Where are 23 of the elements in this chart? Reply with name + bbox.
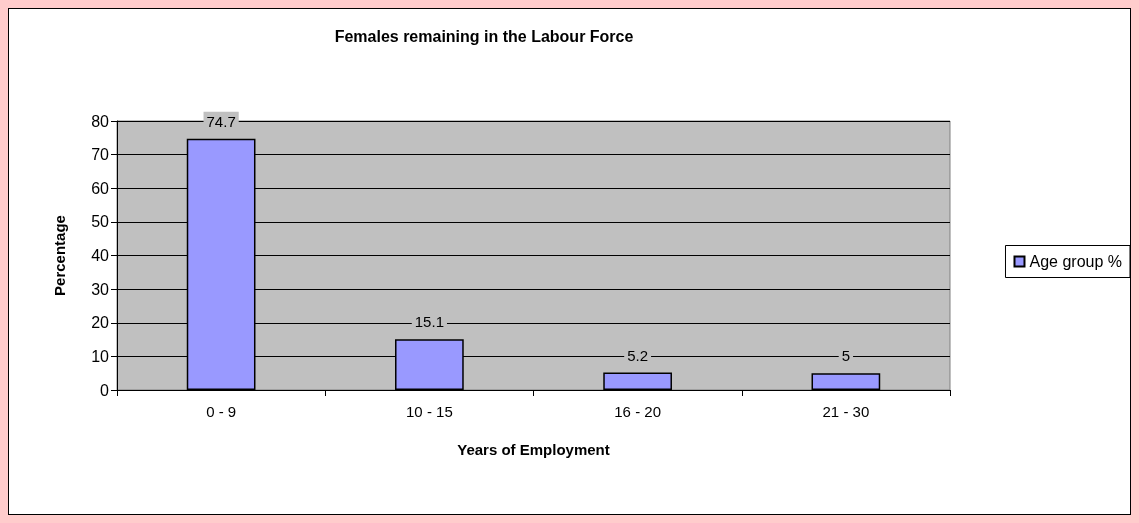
x-tick-label: 16 - 20 [614, 403, 661, 420]
data-label: 15.1 [414, 313, 444, 331]
legend-label: Age group % [1029, 253, 1123, 270]
y-axis-title: Percentage [51, 215, 68, 296]
y-tick-label: 0 [100, 381, 110, 399]
y-tick-label: 40 [91, 247, 110, 264]
y-tick-label: 80 [91, 112, 110, 130]
y-tick-label: 10 [91, 347, 110, 365]
bar [811, 373, 881, 390]
data-label: 74.7 [206, 112, 236, 130]
data-label: 5 [841, 347, 851, 365]
y-tick-label: 30 [91, 280, 110, 298]
x-tick-label: 21 - 30 [822, 403, 870, 420]
data-label: 5.2 [627, 346, 649, 364]
x-axis-title: Years of Employment [457, 441, 610, 458]
y-tick-label: 70 [91, 146, 110, 164]
y-tick-label: 50 [91, 213, 110, 231]
y-tick-label: 20 [91, 314, 110, 332]
y-tick-label: 60 [91, 179, 110, 197]
x-tick-label: 10 - 15 [406, 403, 453, 420]
bar [603, 372, 672, 390]
chart-title: Females remaining in the Labour Force [334, 27, 634, 45]
x-tick-label: 0 - 9 [206, 403, 237, 420]
